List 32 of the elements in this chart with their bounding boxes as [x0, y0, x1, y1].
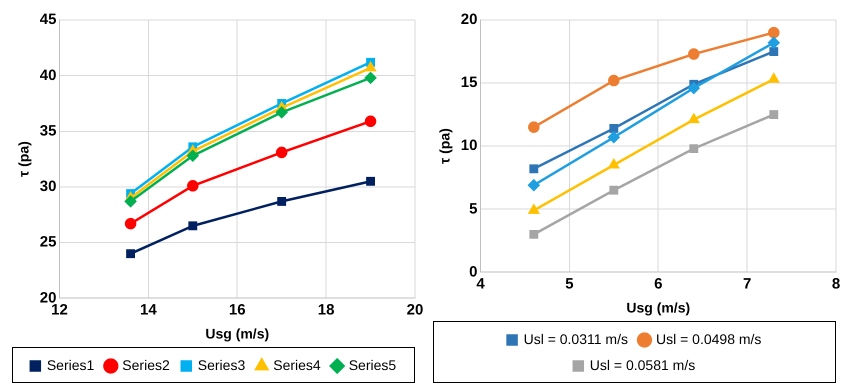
legend-label: Usl = 0.0498 m/s: [656, 330, 762, 347]
y-tick-label: 15: [460, 74, 478, 92]
x-tick-label: 7: [742, 275, 752, 292]
legend-label: Usl = 0.0581 m/s: [590, 356, 696, 373]
y-axis-title: τ (pa): [436, 128, 452, 164]
legend-label: Series1: [46, 356, 95, 373]
legend-label: Series3: [198, 356, 246, 373]
legend-label: Usl = 0.0311 m/s: [524, 330, 628, 347]
x-axis-title: Usg (m/s): [205, 325, 270, 342]
legend-label: Series5: [348, 356, 396, 373]
y-tick-label: 10: [460, 137, 478, 154]
x-tick-label: 8: [832, 275, 840, 292]
legend-label: Series2: [122, 356, 170, 373]
x-tick-label: 12: [51, 301, 68, 318]
x-tick-label: 20: [406, 301, 424, 318]
y-tick-label: 5: [469, 200, 478, 218]
x-tick-label: 4: [476, 275, 486, 292]
y-axis-title: τ (pa): [15, 141, 32, 178]
y-tick-label: 40: [40, 66, 56, 84]
x-tick-label: 14: [140, 301, 158, 318]
x-tick-label: 6: [654, 275, 662, 292]
x-axis-title: Usg (m/s): [626, 299, 690, 316]
y-tick-label: 0: [469, 263, 478, 280]
y-tick-label: 35: [40, 122, 56, 140]
x-tick-label: 18: [318, 301, 334, 318]
y-tick-label: 25: [40, 234, 56, 251]
y-tick-label: 20: [460, 11, 478, 28]
y-tick-label: 30: [40, 178, 56, 196]
legend-label: Series4: [273, 356, 321, 373]
x-tick-label: 5: [565, 275, 574, 292]
x-tick-label: 16: [228, 301, 246, 318]
y-tick-label: 45: [40, 11, 56, 28]
